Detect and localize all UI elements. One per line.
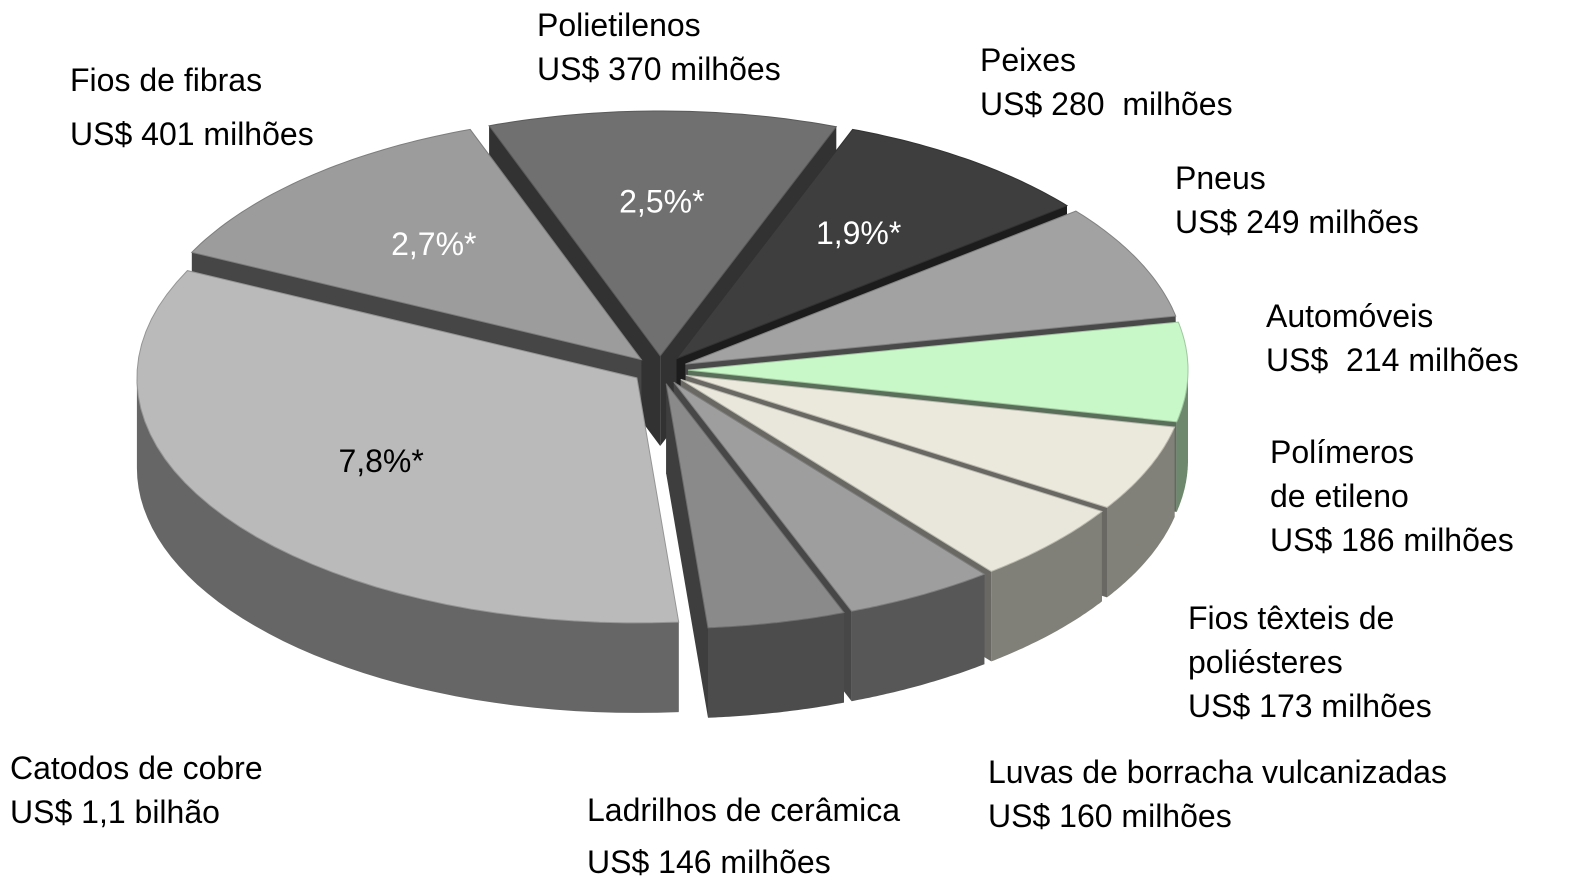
slice-wall: [851, 574, 985, 702]
percent-label: 7,8%*: [338, 443, 423, 479]
value-label: US$ 401 milhões: [70, 116, 314, 152]
value-label: US$ 146 milhões: [587, 844, 831, 880]
slice-top: [665, 383, 845, 629]
slice: 7,8%*: [136, 270, 680, 713]
slice-top: [685, 210, 1177, 365]
slice-top: [673, 381, 986, 612]
category-label: Ladrilhos de cerâmica: [587, 792, 901, 828]
category-label: Automóveis: [1266, 298, 1434, 334]
category-label: Pneus: [1175, 160, 1266, 196]
category-label: Polímeros de etileno: [1270, 434, 1415, 514]
slice: [665, 383, 845, 718]
percent-label: 2,7%*: [391, 226, 476, 262]
percent-label: 1,9%*: [816, 215, 901, 251]
category-label: Peixes: [980, 42, 1077, 78]
category-label: Catodos de cobre: [10, 750, 263, 786]
value-label: US$ 160 milhões: [988, 798, 1232, 834]
slice-wall: [708, 612, 844, 718]
value-label: US$ 173 milhões: [1188, 688, 1432, 724]
slice-top: [675, 128, 1069, 360]
slice-wall: [136, 377, 679, 713]
category-label: Fios têxteis de poliésteres: [1188, 600, 1395, 680]
slice-top: [190, 128, 643, 361]
slice-wall: [1176, 370, 1188, 512]
value-label: US$ 1,1 bilhão: [10, 794, 220, 830]
category-label: Polietilenos: [537, 7, 701, 43]
slice-wall: [991, 511, 1102, 662]
slice-top: [680, 378, 1103, 572]
percent-label: 2,5%*: [619, 184, 704, 220]
value-label: US$ 186 milhões: [1270, 522, 1514, 558]
value-label: US$ 280 milhões: [980, 86, 1233, 122]
category-label: Luvas de borracha vulcanizadas: [988, 754, 1447, 790]
slice-top: [488, 110, 838, 357]
slice-wall: [1107, 427, 1175, 598]
category-label: Fios de fibras: [70, 62, 263, 98]
slice-top: [685, 374, 1176, 508]
value-label: US$ 370 milhões: [537, 51, 781, 87]
slice-top: [136, 270, 680, 624]
slice-top: [687, 321, 1189, 423]
value-label: US$ 214 milhões: [1266, 342, 1519, 378]
slice-side: [666, 383, 708, 718]
value-label: US$ 249 milhões: [1175, 204, 1419, 240]
